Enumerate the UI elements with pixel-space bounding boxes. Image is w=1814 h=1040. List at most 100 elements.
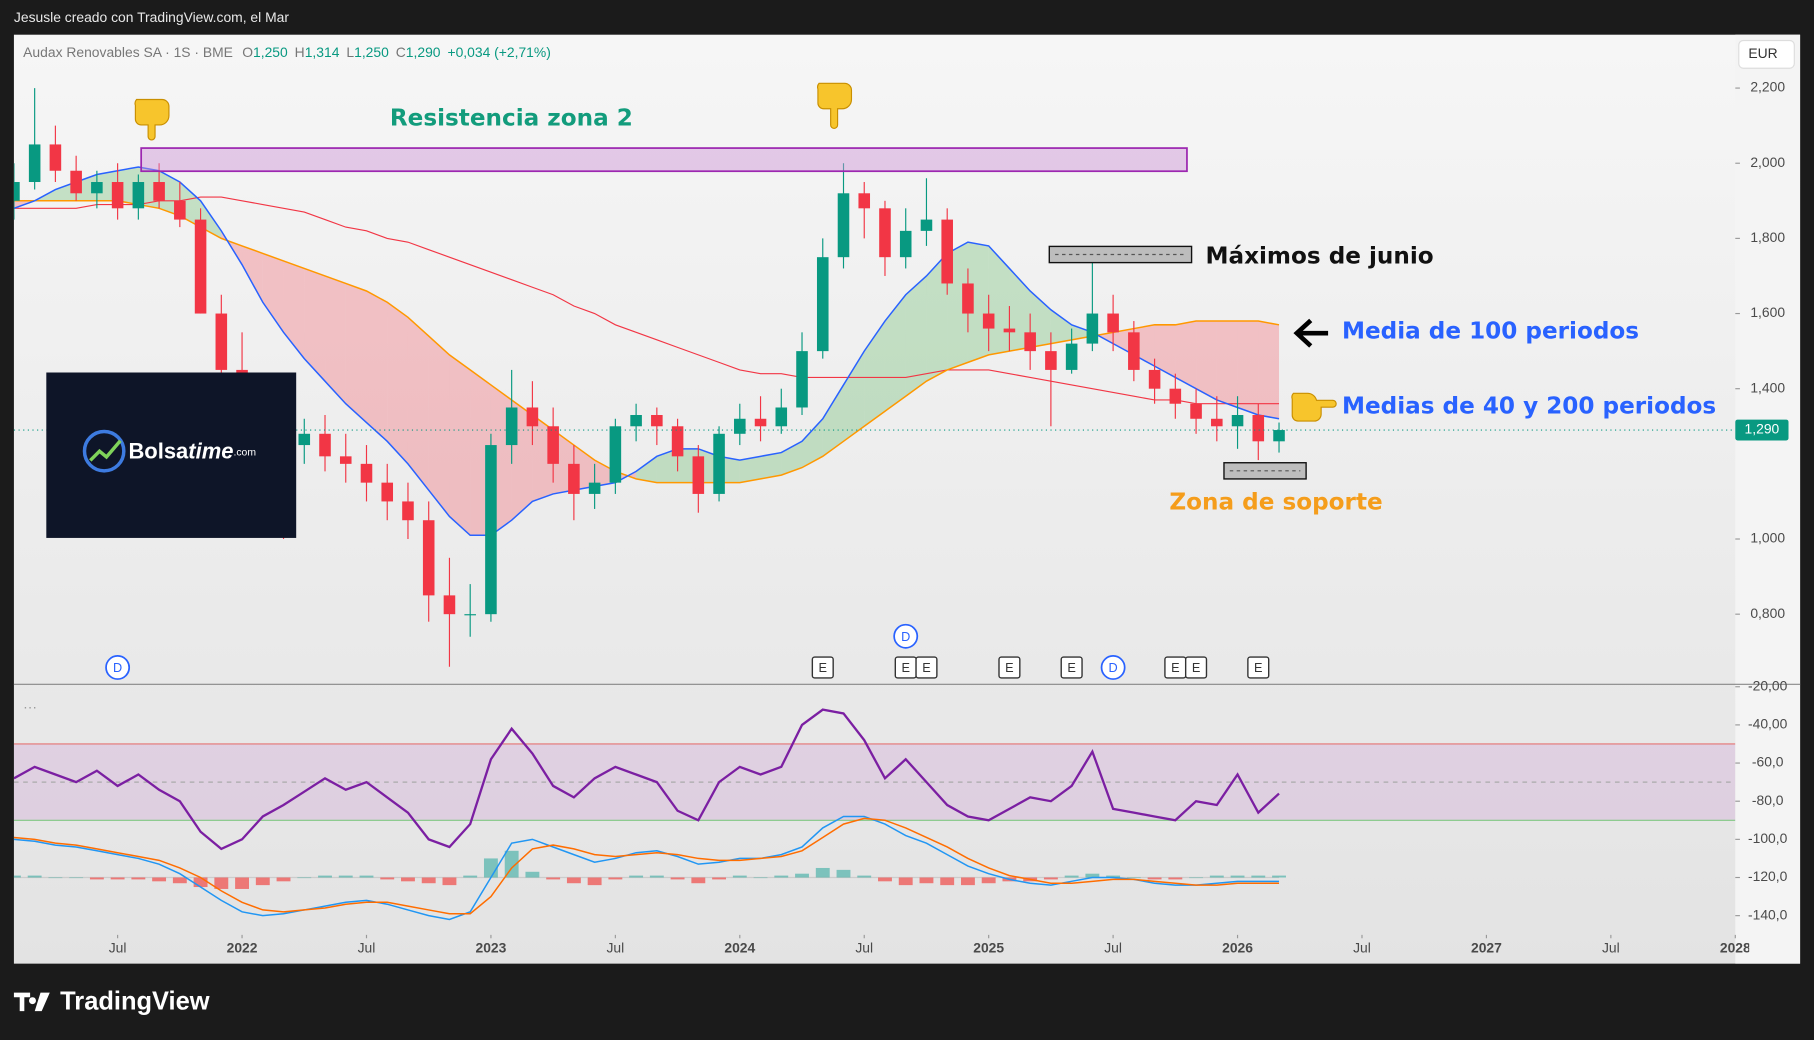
- histogram-bar: [69, 877, 84, 879]
- ma-fill: [1196, 321, 1217, 400]
- histogram-bar: [442, 877, 457, 886]
- annotation: Medias de 40 y 200 periodos: [1342, 394, 1716, 420]
- candle-body: [28, 144, 41, 183]
- histogram-bar: [753, 877, 768, 879]
- histogram-bar: [774, 875, 789, 878]
- ohlc-key: L: [346, 44, 354, 60]
- x-tick-label: Jul: [109, 939, 127, 955]
- candle-body: [174, 200, 186, 220]
- histogram-bar: [214, 877, 229, 889]
- candle-body: [775, 407, 788, 427]
- candle-body: [1190, 403, 1202, 419]
- currency[interactable]: EUR: [1748, 45, 1777, 61]
- histogram-bar: [255, 877, 270, 886]
- histogram-bar: [546, 877, 561, 880]
- histogram-bar: [712, 877, 727, 880]
- candle-body: [49, 144, 62, 171]
- ma-fill: [1175, 321, 1197, 389]
- y-tick-label: -60,0: [1752, 754, 1784, 770]
- candle-body: [982, 313, 995, 329]
- histogram-bar: [235, 877, 249, 889]
- ohlc-value: 1,314: [305, 44, 340, 60]
- ma-fill: [345, 283, 367, 423]
- histogram-bar: [670, 877, 685, 880]
- ma-fill: [802, 418, 823, 468]
- ma-fill: [1092, 332, 1114, 344]
- y-tick-label: 2,000: [1750, 154, 1785, 170]
- annotation: Máximos de junio: [1205, 243, 1433, 269]
- histogram-bar: [421, 877, 436, 884]
- x-tick-label: Jul: [1104, 939, 1122, 955]
- candle-body: [13, 182, 20, 201]
- candle-body: [1003, 328, 1016, 333]
- rsi-line: [13, 708, 1280, 851]
- y-tick-label: 1,400: [1750, 379, 1785, 395]
- ma-fill: [1258, 321, 1280, 419]
- candle-body: [1211, 418, 1223, 427]
- candle-body: [734, 418, 746, 434]
- ma-fill: [387, 302, 408, 464]
- histogram-bar: [960, 877, 975, 886]
- histogram-bar: [1272, 875, 1286, 878]
- x-tick-label: 2024: [724, 939, 755, 955]
- x-tick-label: Jul: [358, 939, 376, 955]
- candle-body: [298, 433, 311, 446]
- histogram-bar: [691, 877, 706, 884]
- candle-body: [651, 415, 663, 427]
- symbol: Audax Renovables SA · 1S · BME: [23, 44, 233, 60]
- currency-button[interactable]: [1738, 39, 1795, 69]
- ma-fill: [1216, 321, 1238, 408]
- candle-body: [339, 456, 352, 464]
- histogram-bar: [152, 877, 167, 882]
- candle-body: [464, 614, 476, 616]
- event-label: E: [901, 660, 909, 675]
- candle-body: [692, 456, 705, 494]
- axes: 2,200 2,000 1,800 1,600 1,400 1,000 0,800 -20,0…: [105, 79, 1789, 955]
- candle-body: [962, 283, 974, 314]
- event-label: D: [1109, 660, 1118, 675]
- candle-body: [1086, 313, 1099, 344]
- ohlc-value: 1,250: [354, 44, 389, 60]
- candle-body: [111, 182, 124, 209]
- candle-body: [588, 482, 601, 494]
- ma100-line: [13, 200, 1280, 484]
- histogram-bar: [48, 877, 63, 879]
- ma-fill: [843, 351, 865, 442]
- ma-fill: [739, 456, 761, 483]
- candle-body: [547, 426, 559, 464]
- event-marker: [893, 623, 919, 649]
- candle-body: [526, 407, 539, 427]
- event-label: E: [922, 660, 930, 675]
- histogram-bar: [898, 877, 913, 886]
- ma-fill: [926, 253, 948, 382]
- x-tick-label: 2023: [475, 939, 506, 955]
- histogram-bar: [878, 877, 892, 882]
- candle-body: [1024, 332, 1036, 352]
- candle-body: [443, 595, 456, 615]
- logo-text: Bolsatime.com: [128, 438, 256, 463]
- y-tick-label: -120,0: [1748, 868, 1788, 884]
- histogram-bar: [89, 877, 104, 880]
- pane-menu[interactable]: ···: [23, 699, 37, 715]
- candle-body: [713, 433, 725, 494]
- histogram-bar: [297, 877, 312, 879]
- ma-fill: [967, 242, 989, 363]
- candle-body: [1273, 430, 1285, 442]
- x-tick-label: 2022: [227, 939, 258, 955]
- histogram-bar: [857, 875, 872, 878]
- y-tick-label: -100,0: [1748, 830, 1788, 846]
- histogram-bar: [525, 871, 540, 878]
- candle-body: [879, 208, 891, 258]
- candle-body: [153, 182, 165, 201]
- candle-body: [941, 219, 953, 284]
- ma-fill: [325, 275, 346, 404]
- candle-body: [422, 520, 435, 596]
- histogram-bar: [981, 877, 996, 884]
- ma-fill: [242, 245, 263, 303]
- x-tick-label: Jul: [1602, 939, 1620, 955]
- candle-body: [194, 219, 207, 314]
- annotation: Media de 100 periodos: [1342, 319, 1639, 345]
- histogram-bar: [131, 877, 146, 880]
